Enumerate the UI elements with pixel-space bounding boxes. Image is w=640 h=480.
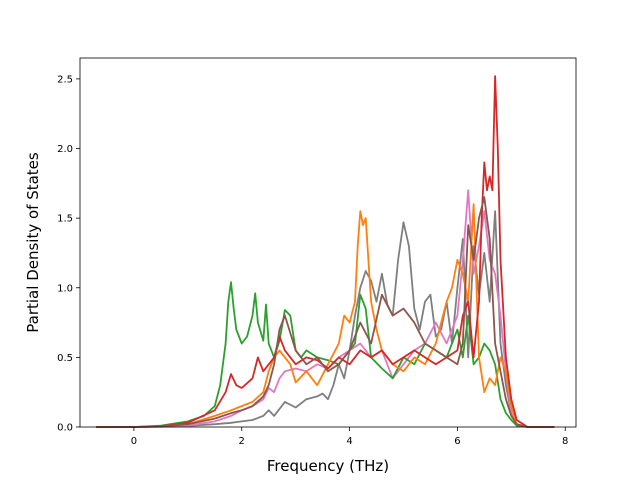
y-axis-label: Partial Density of States: [24, 152, 42, 333]
x-tick-label: 6: [454, 436, 460, 447]
x-tick-label: 2: [239, 436, 245, 447]
series-line-3: [96, 281, 555, 428]
y-tick-label: 0.5: [57, 353, 73, 364]
y-tick-label: 1.0: [57, 283, 73, 294]
series-layer: [96, 75, 555, 428]
y-axis-ticks: 0.0 0.5 1.0 1.5 2.0 2.5: [57, 74, 80, 434]
series-line-6: [96, 196, 555, 428]
plot-frame: [79, 57, 577, 428]
y-tick-label: 2.0: [57, 144, 73, 155]
y-tick-label: 0.0: [57, 423, 73, 434]
x-axis-label: Frequency (THz): [267, 457, 389, 475]
x-axis-ticks: 0 2 4 6 8: [131, 427, 568, 447]
x-tick-label: 0: [131, 436, 137, 447]
series-line-4: [96, 203, 555, 428]
y-tick-label: 2.5: [57, 74, 73, 85]
x-tick-label: 8: [562, 436, 568, 447]
y-tick-label: 1.5: [57, 214, 73, 225]
series-line-5: [96, 75, 555, 428]
x-tick-label: 4: [346, 436, 352, 447]
